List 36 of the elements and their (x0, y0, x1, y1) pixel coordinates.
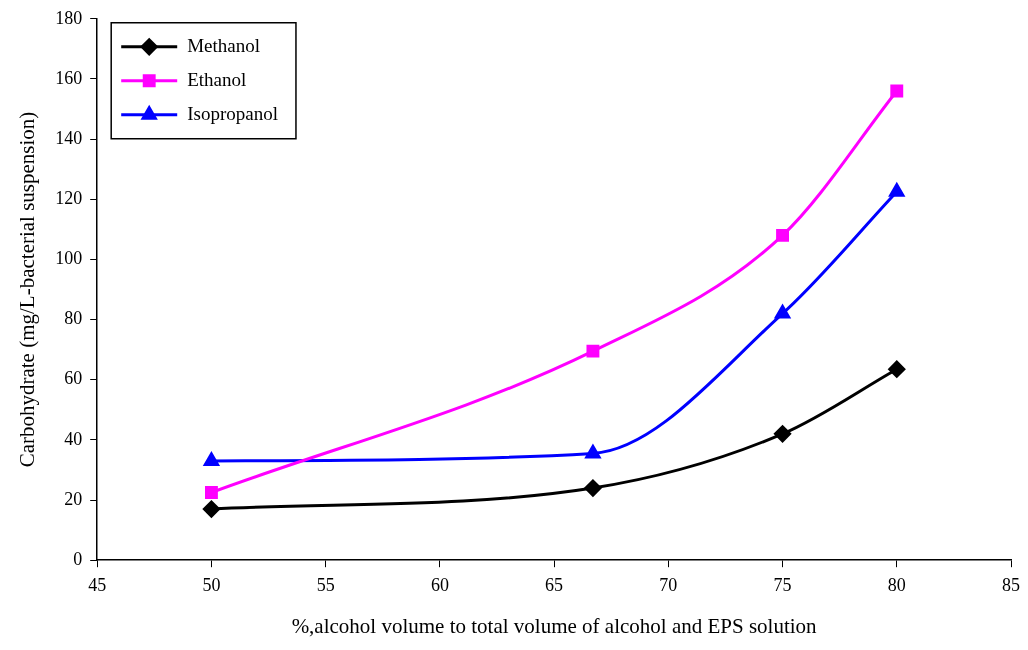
point (202, 500, 220, 518)
x-tick-label: 85 (1002, 574, 1020, 595)
y-tick-label: 40 (64, 428, 83, 449)
y-tick-label: 80 (64, 308, 83, 329)
x-axis-title: %,alcohol volume to total volume of alcohol and EPS solution (291, 613, 818, 638)
legend-label: Isopropanol (187, 102, 278, 124)
x-tick-label: 65 (545, 574, 564, 595)
point (889, 183, 905, 197)
point (204, 486, 218, 499)
y-tick-label: 120 (55, 188, 83, 208)
y-tick-label: 180 (55, 7, 83, 28)
y-tick-label: 60 (64, 368, 83, 389)
y-axis-title: Carbohydrate (mg/L-bacterial suspension) (15, 111, 40, 468)
point (584, 479, 602, 497)
y-tick-label: 140 (55, 127, 83, 148)
y-tick-label: 20 (64, 488, 83, 509)
x-tick-label: 45 (88, 574, 107, 595)
point (586, 344, 600, 358)
legend-label: Methanol (187, 34, 261, 56)
x-tick-label: 60 (430, 574, 449, 595)
point (203, 452, 219, 466)
y-tick-label: 0 (73, 548, 83, 569)
x-tick-label: 75 (773, 574, 792, 595)
point (890, 84, 904, 98)
legend-label: Ethanol (187, 68, 247, 90)
y-tick-label: 160 (55, 67, 83, 88)
y-tick-label: 100 (55, 248, 83, 269)
x-tick-label: 80 (887, 574, 906, 595)
point (774, 305, 791, 319)
x-tick-label: 55 (316, 574, 335, 595)
point (776, 228, 789, 242)
x-tick-label: 70 (659, 574, 678, 595)
point (774, 425, 792, 443)
point (585, 444, 601, 459)
point (888, 360, 906, 378)
x-tick-label: 50 (202, 574, 221, 595)
